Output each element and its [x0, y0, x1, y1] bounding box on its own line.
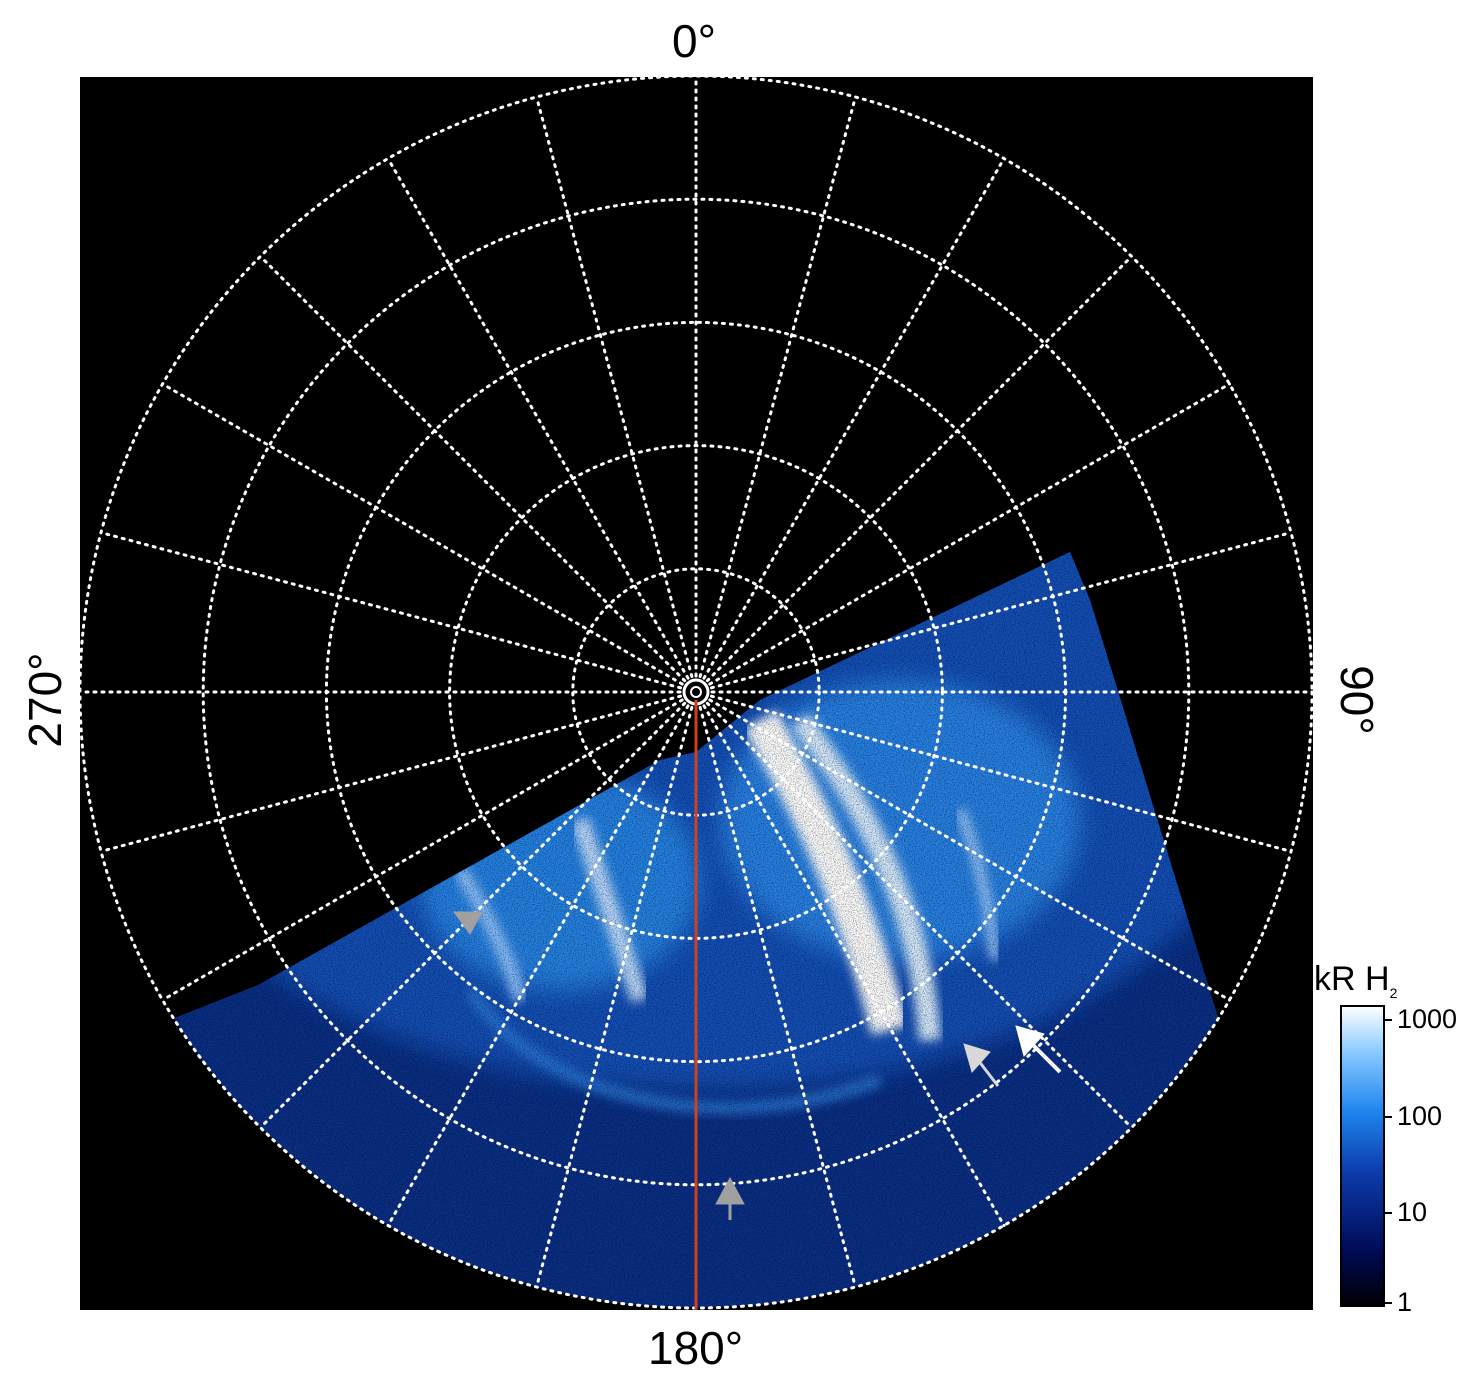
- colorbar-title-text: kR H: [1314, 960, 1390, 998]
- label-270-deg: 270°: [19, 652, 71, 748]
- colorbar-ticks: [1384, 1019, 1392, 1304]
- label-90-deg: 90°: [1331, 665, 1383, 735]
- arrow-marker: [715, 1176, 745, 1220]
- arrow-marker: [453, 911, 483, 935]
- colorbar-tick-label: 100: [1397, 1101, 1443, 1131]
- label-180-deg: 180°: [648, 1322, 744, 1374]
- arrow-marker: [1015, 1025, 1062, 1074]
- colorbar-title: kR H2: [1314, 960, 1397, 1001]
- colorbar: [1340, 1005, 1385, 1307]
- pole-marker-inner: [690, 686, 702, 698]
- colorbar-title-subscript: 2: [1389, 984, 1398, 1001]
- colorbar-tick-label: 1000: [1397, 1004, 1458, 1034]
- label-0-deg: 0°: [672, 15, 716, 67]
- arrow-marker: [963, 1043, 1000, 1087]
- grid-ring: [201, 197, 1191, 1187]
- colorbar-tick-label: 10: [1397, 1197, 1428, 1227]
- colorbar-tick-label: 1: [1397, 1287, 1413, 1317]
